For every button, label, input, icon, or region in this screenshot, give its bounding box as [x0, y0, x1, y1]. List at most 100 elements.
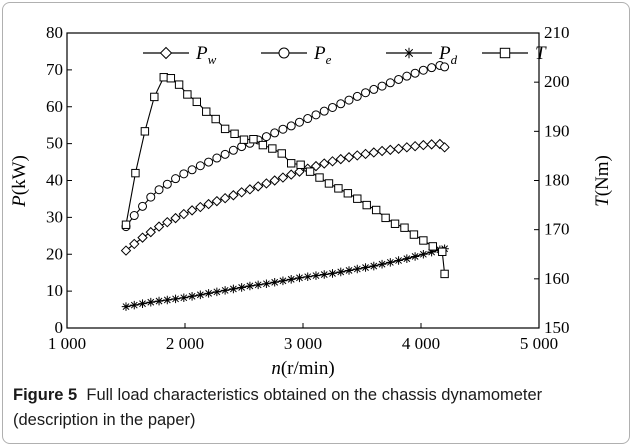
series-pw-point: [120, 245, 132, 256]
series-pd: [121, 244, 449, 311]
series-pe-point: [171, 174, 181, 184]
series-pd-point: [319, 270, 329, 279]
series-pw-point: [439, 142, 450, 153]
series-pe-point: [440, 62, 450, 72]
legend-marker: [403, 47, 415, 59]
y-right-axis-title-var: T: [592, 195, 613, 207]
series-t-point: [249, 135, 258, 144]
series-pd-point: [129, 300, 139, 310]
series-pe-point: [303, 114, 313, 124]
series-t-point: [268, 144, 277, 153]
series-t-point: [390, 219, 400, 228]
series-pw-point: [186, 205, 198, 216]
series-t-point: [211, 114, 220, 124]
series-pe-point: [385, 78, 395, 88]
series-t-point: [239, 135, 249, 144]
series-pe-point: [311, 110, 321, 120]
series-t-point: [324, 179, 334, 188]
series-pw-point: [261, 178, 272, 189]
series-pe-point: [352, 91, 362, 101]
series-pe-point: [195, 161, 205, 171]
series-pw-point: [418, 139, 429, 151]
series-pd-point: [229, 284, 238, 294]
series-pw-point: [137, 232, 148, 243]
series-t-point: [296, 160, 305, 169]
series-t-point: [287, 159, 296, 168]
series-t-point: [362, 200, 371, 210]
series-pw-point: [145, 226, 156, 238]
series-t-point: [220, 124, 230, 134]
legend-label: Pw: [195, 43, 217, 67]
series-pd-point: [212, 287, 222, 297]
y-left-tick-label: 10: [46, 281, 63, 300]
y-right-tick-label: 180: [544, 171, 570, 190]
y-left-tick-label: 40: [46, 171, 63, 190]
series-pd-point: [187, 292, 197, 301]
series-pe: [121, 60, 450, 232]
series-t-point: [121, 220, 131, 229]
series-pw-point: [211, 195, 223, 207]
ticks-layer: 1 000 2 000 3 000 4 000 5 000 0 10 20 30 40 50 60 70…: [46, 23, 570, 353]
figure-frame: [2, 2, 630, 444]
series-pe-point: [146, 192, 156, 202]
y-left-tick-label: 30: [46, 207, 63, 226]
series-pw-point: [269, 175, 280, 186]
series-pe-point: [369, 84, 379, 94]
plot-area-border: [66, 32, 540, 329]
series-pd-point: [245, 281, 255, 291]
series-t-point: [381, 213, 390, 223]
series-pw-point: [153, 221, 165, 232]
series-pe-point: [212, 153, 222, 163]
series-t-point: [159, 73, 168, 82]
series-pe-point: [154, 185, 164, 195]
series-pd-point: [295, 273, 304, 283]
y-right-tick-label: 190: [544, 121, 570, 140]
legend-marker: [278, 47, 290, 59]
series-pe-point: [187, 165, 197, 175]
legend-marker: [159, 46, 173, 60]
y-right-tick-label: 200: [544, 72, 570, 91]
series-t-point: [192, 97, 202, 107]
series-pw: [120, 138, 450, 256]
series-pw-point: [393, 143, 404, 154]
series-t: [121, 73, 449, 279]
series-pw-point: [352, 150, 363, 161]
series-pd-point: [311, 271, 321, 280]
y-right-tick-label: 160: [544, 269, 570, 288]
figure-caption: Figure 5 Full load characteristics obtai…: [13, 383, 613, 433]
series-pd-point: [386, 258, 395, 267]
series-pe-point: [179, 169, 189, 179]
series-pd-point: [179, 293, 189, 303]
series-pe-point: [377, 81, 387, 91]
y-right-axis-title: T(Nm): [592, 155, 613, 207]
series-pd-point: [204, 289, 213, 298]
series-pe-point: [294, 117, 304, 127]
series-pd-point: [410, 252, 420, 261]
legend-label: Pe: [313, 43, 332, 67]
series-pe-point: [344, 95, 354, 105]
series-pw-point: [385, 144, 396, 156]
series-t-point: [343, 189, 353, 198]
series-pe-point: [394, 74, 404, 84]
series-pw-point: [368, 147, 380, 158]
series-pw-point: [319, 158, 330, 169]
series-pd-point: [171, 294, 180, 304]
series-pe-point: [228, 145, 238, 155]
series-pd-point: [336, 267, 346, 277]
series-pe-point: [336, 99, 346, 109]
series-pw-point: [129, 238, 140, 250]
legend-label-main: P: [313, 43, 326, 64]
series-pe-point: [427, 63, 437, 73]
series-pe-point: [319, 106, 329, 116]
legend-item-pd: Pd: [386, 43, 458, 67]
series-pw-point: [195, 201, 206, 213]
series-t-point: [315, 173, 324, 182]
series-pd-point: [427, 247, 436, 257]
x-tick-label: 5 000: [520, 334, 558, 353]
series-pd-point: [369, 261, 379, 271]
series-pd-point: [394, 256, 403, 265]
series-pd-point: [328, 269, 337, 278]
series-pd-point: [270, 278, 279, 287]
series-t-point: [409, 230, 419, 239]
